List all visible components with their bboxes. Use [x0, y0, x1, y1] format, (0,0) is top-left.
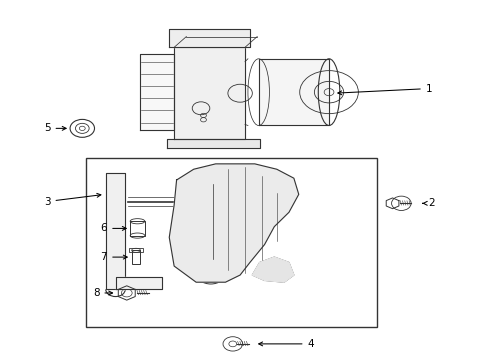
Text: 4: 4: [259, 339, 314, 349]
Bar: [198, 33, 204, 45]
Text: 6: 6: [100, 224, 126, 233]
Polygon shape: [169, 164, 299, 282]
Polygon shape: [259, 59, 329, 126]
Bar: [130, 221, 145, 235]
Bar: [86, 158, 377, 327]
Text: 7: 7: [100, 252, 127, 262]
Text: 1: 1: [338, 84, 432, 95]
Polygon shape: [174, 47, 245, 139]
Bar: [218, 33, 224, 45]
Bar: [179, 33, 185, 45]
Text: 5: 5: [44, 123, 66, 133]
Polygon shape: [140, 54, 174, 130]
Bar: [208, 33, 214, 45]
Polygon shape: [252, 257, 294, 282]
Polygon shape: [169, 30, 250, 47]
Bar: [129, 248, 143, 252]
Polygon shape: [106, 173, 125, 289]
Text: 3: 3: [44, 193, 101, 207]
Bar: [238, 33, 244, 45]
Text: 8: 8: [93, 288, 113, 298]
Text: 2: 2: [423, 198, 435, 208]
Bar: [228, 33, 234, 45]
Polygon shape: [116, 277, 162, 289]
Bar: [132, 250, 141, 264]
Bar: [189, 33, 195, 45]
Polygon shape: [167, 139, 260, 148]
